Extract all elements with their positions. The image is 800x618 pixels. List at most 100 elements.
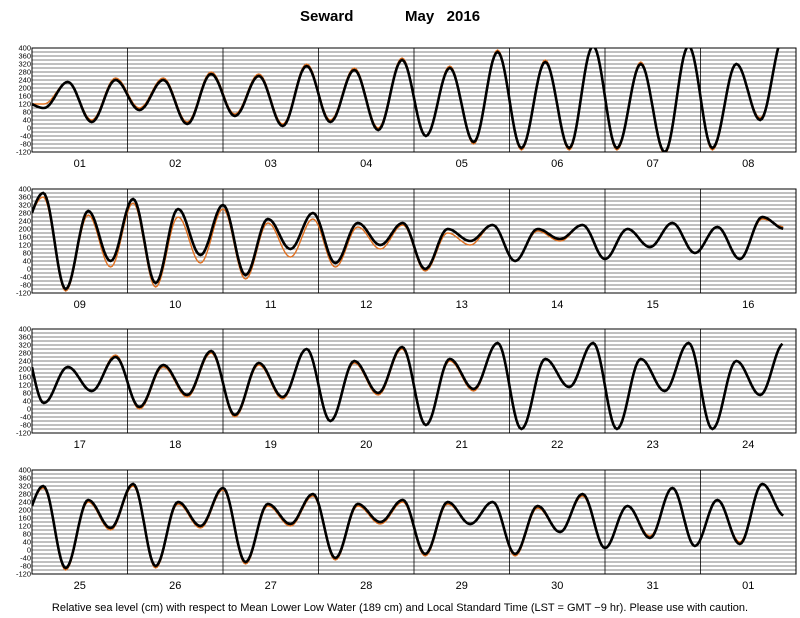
y-tick-label: 80 xyxy=(23,530,31,539)
x-tick-label: 27 xyxy=(265,580,277,592)
x-tick-label: 29 xyxy=(456,580,468,592)
y-tick-label: 280 xyxy=(18,490,31,499)
y-tick-label: 80 xyxy=(23,249,31,258)
observed-series-line xyxy=(32,191,784,291)
y-tick-label: -40 xyxy=(20,413,31,422)
y-tick-label: 280 xyxy=(18,68,31,77)
y-tick-label: 200 xyxy=(18,84,31,93)
y-tick-label: -80 xyxy=(20,281,31,290)
x-tick-label: 25 xyxy=(74,580,86,592)
y-tick-label: 0 xyxy=(27,546,31,555)
x-tick-label: 09 xyxy=(74,299,86,311)
y-tick-label: 240 xyxy=(18,357,31,366)
y-tick-label: 80 xyxy=(23,108,31,117)
y-tick-label: -40 xyxy=(20,273,31,282)
y-tick-label: 120 xyxy=(18,522,31,531)
y-tick-label: 320 xyxy=(18,482,31,491)
x-tick-label: 21 xyxy=(456,439,468,451)
y-tick-label: 160 xyxy=(18,92,31,101)
y-tick-label: -40 xyxy=(20,554,31,563)
y-tick-label: 280 xyxy=(18,209,31,218)
y-tick-label: -120 xyxy=(16,148,31,157)
tide-panel-3: 40036032028024020016012080400-40-80-1201… xyxy=(16,325,797,451)
y-tick-label: 360 xyxy=(18,333,31,342)
x-tick-label: 08 xyxy=(742,158,754,170)
y-tick-label: 40 xyxy=(23,397,31,406)
x-tick-label: 13 xyxy=(456,299,468,311)
y-tick-label: 120 xyxy=(18,241,31,250)
y-tick-label: 40 xyxy=(23,116,31,125)
y-tick-label: 280 xyxy=(18,349,31,358)
y-tick-label: -120 xyxy=(16,289,31,298)
y-tick-label: 320 xyxy=(18,60,31,69)
y-tick-label: 80 xyxy=(23,389,31,398)
y-tick-label: -120 xyxy=(16,429,31,438)
x-tick-label: 24 xyxy=(742,439,754,451)
y-tick-label: 240 xyxy=(18,76,31,85)
y-tick-label: 360 xyxy=(18,52,31,61)
x-tick-label: 26 xyxy=(169,580,181,592)
x-tick-label: 06 xyxy=(551,158,563,170)
y-tick-label: 160 xyxy=(18,233,31,242)
x-tick-label: 02 xyxy=(169,158,181,170)
y-tick-label: 0 xyxy=(27,124,31,133)
y-tick-label: 400 xyxy=(18,44,31,53)
y-tick-label: 320 xyxy=(18,201,31,210)
x-tick-label: 03 xyxy=(265,158,277,170)
x-tick-label: 01 xyxy=(742,580,754,592)
y-tick-label: -80 xyxy=(20,562,31,571)
x-tick-label: 30 xyxy=(551,580,563,592)
x-tick-label: 22 xyxy=(551,439,563,451)
chart-panels: 40036032028024020016012080400-40-80-1200… xyxy=(16,44,797,592)
x-tick-label: 19 xyxy=(265,439,277,451)
y-tick-label: 40 xyxy=(23,257,31,266)
y-tick-label: 120 xyxy=(18,381,31,390)
x-tick-label: 15 xyxy=(647,299,659,311)
y-tick-label: 360 xyxy=(18,474,31,483)
observed-series-line xyxy=(32,48,780,152)
y-tick-label: 240 xyxy=(18,498,31,507)
y-tick-label: 160 xyxy=(18,514,31,523)
month-year-title: May 2016 xyxy=(405,8,480,25)
x-tick-label: 28 xyxy=(360,580,372,592)
y-tick-label: 360 xyxy=(18,193,31,202)
x-tick-label: 14 xyxy=(551,299,563,311)
x-tick-label: 07 xyxy=(647,158,659,170)
x-tick-label: 11 xyxy=(265,299,276,311)
x-tick-label: 17 xyxy=(74,439,86,451)
y-tick-label: -80 xyxy=(20,140,31,149)
y-tick-label: 0 xyxy=(27,405,31,414)
observed-series-line xyxy=(32,482,784,570)
x-tick-label: 01 xyxy=(74,158,86,170)
y-tick-label: 400 xyxy=(18,185,31,194)
x-tick-label: 04 xyxy=(360,158,372,170)
y-tick-label: 0 xyxy=(27,265,31,274)
y-tick-label: 160 xyxy=(18,373,31,382)
y-tick-label: 320 xyxy=(18,341,31,350)
y-tick-label: -40 xyxy=(20,132,31,141)
y-tick-label: 120 xyxy=(18,100,31,109)
y-tick-label: 400 xyxy=(18,466,31,475)
x-tick-label: 31 xyxy=(647,580,659,592)
x-tick-label: 10 xyxy=(169,299,181,311)
y-tick-label: 200 xyxy=(18,506,31,515)
station-title: Seward xyxy=(300,8,353,25)
y-tick-label: 240 xyxy=(18,217,31,226)
y-tick-label: 400 xyxy=(18,325,31,334)
tide-panel-1: 40036032028024020016012080400-40-80-1200… xyxy=(16,44,797,170)
x-tick-label: 12 xyxy=(360,299,372,311)
chart-caption: Relative sea level (cm) with respect to … xyxy=(52,602,748,614)
observed-series-line xyxy=(32,341,784,431)
x-tick-label: 05 xyxy=(456,158,468,170)
y-tick-label: 200 xyxy=(18,225,31,234)
y-tick-label: 40 xyxy=(23,538,31,547)
y-tick-label: -80 xyxy=(20,421,31,430)
y-tick-label: 200 xyxy=(18,365,31,374)
tide-panel-2: 40036032028024020016012080400-40-80-1200… xyxy=(16,185,797,311)
tide-panel-4: 40036032028024020016012080400-40-80-1202… xyxy=(16,466,797,592)
x-tick-label: 23 xyxy=(647,439,659,451)
x-tick-label: 16 xyxy=(742,299,754,311)
x-tick-label: 18 xyxy=(169,439,181,451)
x-tick-label: 20 xyxy=(360,439,372,451)
